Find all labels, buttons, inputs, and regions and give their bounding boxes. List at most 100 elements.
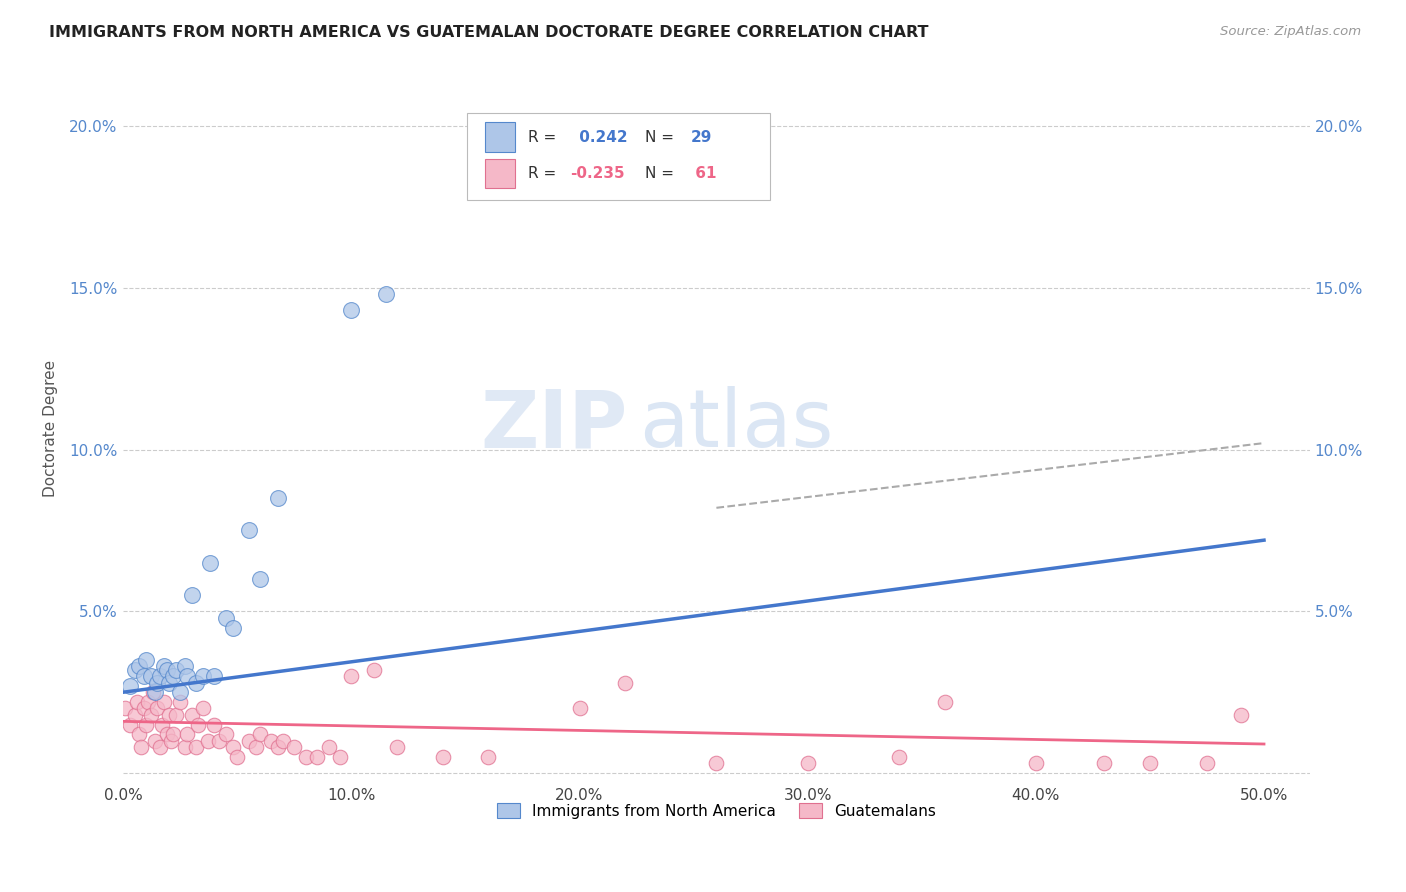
Point [568,701,591,715]
Point [150,717,173,731]
Point [135,717,157,731]
Point [149,669,172,683]
Point [135,653,157,667]
Y-axis label: Doctorate Degree: Doctorate Degree [44,360,58,497]
Point [215,611,238,625]
Point [173,740,195,755]
Point [180,707,202,722]
Point [226,750,249,764]
Point [208,733,231,747]
Point [249,572,271,586]
Point [307,750,329,764]
Point [124,707,146,722]
Point [146,701,169,715]
Point [139,707,162,722]
Text: 29: 29 [690,129,711,145]
Point [132,669,155,683]
Point [271,733,294,747]
Point [432,750,454,764]
Point [124,663,146,677]
Text: N =: N = [645,129,679,145]
Point [162,669,184,683]
Point [187,717,209,731]
Text: ZIP: ZIP [481,386,627,464]
Point [176,669,198,683]
Point [329,750,352,764]
Point [260,733,283,747]
Text: IMMIGRANTS FROM NORTH AMERICA VS GUATEMALAN DOCTORATE DEGREE CORRELATION CHART: IMMIGRANTS FROM NORTH AMERICA VS GUATEMA… [49,25,929,40]
Point [340,303,363,318]
Point [155,663,177,677]
Bar [485,122,515,152]
Point [191,669,214,683]
Point [245,740,267,755]
Point [283,740,305,755]
Point [169,685,191,699]
Point [294,750,316,764]
Point [165,663,187,677]
Text: 61: 61 [690,166,717,181]
Point [374,287,396,301]
Point [614,675,637,690]
Point [363,663,385,677]
Point [221,740,243,755]
Text: Source: ZipAtlas.com: Source: ZipAtlas.com [1220,25,1361,38]
Point [157,707,180,722]
Point [385,740,408,755]
Text: R =: R = [527,129,561,145]
Point [131,740,153,755]
Point [162,727,184,741]
Point [215,727,238,741]
Point [221,621,243,635]
Point [157,675,180,690]
Point [125,695,148,709]
Bar [485,159,515,188]
Point [204,669,226,683]
Point [204,717,226,731]
FancyBboxPatch shape [467,112,770,201]
Point [169,695,191,709]
Point [238,524,260,538]
Legend: Immigrants from North America, Guatemalans: Immigrants from North America, Guatemala… [491,797,942,824]
Point [149,740,172,755]
Point [191,701,214,715]
Point [186,675,208,690]
Point [136,695,159,709]
Text: 0.242: 0.242 [574,129,627,145]
Point [180,588,202,602]
Text: -0.235: -0.235 [571,166,626,181]
Point [1195,756,1218,771]
Point [153,659,176,673]
Point [706,756,728,771]
Point [143,733,166,747]
Point [267,491,290,505]
Point [197,733,219,747]
Point [139,669,162,683]
Point [186,740,208,755]
Point [165,707,187,722]
Point [142,685,165,699]
Point [267,740,290,755]
Point [143,685,166,699]
Point [340,669,363,683]
Text: R =: R = [527,166,561,181]
Point [1139,756,1161,771]
Point [155,727,177,741]
Point [477,750,499,764]
Point [1230,707,1253,722]
Point [176,727,198,741]
Point [118,679,141,693]
Point [146,675,169,690]
Point [249,727,271,741]
Point [318,740,340,755]
Point [1025,756,1047,771]
Point [198,556,221,570]
Point [1092,756,1115,771]
Point [173,659,195,673]
Point [153,695,176,709]
Point [128,659,150,673]
Point [118,717,141,731]
Point [128,727,150,741]
Point [238,733,260,747]
Point [796,756,818,771]
